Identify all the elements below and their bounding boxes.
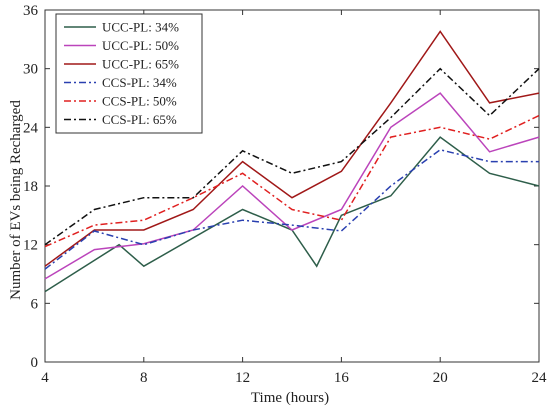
x-tick-label: 4 [41, 370, 49, 386]
y-axis-title: Number of EVs being Recharged [8, 100, 24, 300]
series-line-6 [44, 67, 540, 246]
legend-label-6: CCS-PL: 65% [102, 112, 177, 127]
y-tick-label: 36 [23, 3, 39, 19]
legend-box [55, 13, 203, 134]
series-line-3 [44, 30, 540, 267]
legend: UCC-PL: 34% UCC-PL: 50% UCC-PL: 65% CCS-PL:… [55, 13, 203, 134]
legend-label-5: CCS-PL: 50% [102, 94, 177, 109]
x-tick-label: 16 [334, 370, 350, 386]
series-line-4 [44, 148, 539, 270]
legend-label-1: UCC-PL: 34% [102, 20, 179, 35]
series-line-1 [44, 136, 540, 293]
x-tick-label: 8 [140, 370, 148, 386]
x-tick-label: 20 [433, 370, 448, 386]
y-tick-label: 18 [23, 179, 38, 195]
y-tick-label: 6 [31, 296, 39, 312]
y-tick-label: 30 [23, 62, 38, 78]
x-tick-label: 24 [532, 370, 548, 386]
plot-area: 4 8 12 16 20 24 0 6 12 18 24 30 36 [23, 3, 547, 386]
x-axis-title: Time (hours) [251, 390, 329, 406]
y-axis-title-group: Number of EVs being Recharged [8, 100, 24, 300]
y-tick-label: 12 [23, 238, 38, 254]
legend-label-2: UCC-PL: 50% [102, 38, 179, 53]
legend-label-4: CCS-PL: 34% [102, 75, 177, 90]
legend-label-3: UCC-PL: 65% [102, 57, 179, 72]
y-tick-label: 24 [23, 120, 39, 136]
series-line-5 [44, 114, 540, 248]
y-tick-label: 0 [31, 355, 39, 371]
series-line-2 [44, 92, 540, 280]
x-tick-label: 12 [235, 370, 250, 386]
